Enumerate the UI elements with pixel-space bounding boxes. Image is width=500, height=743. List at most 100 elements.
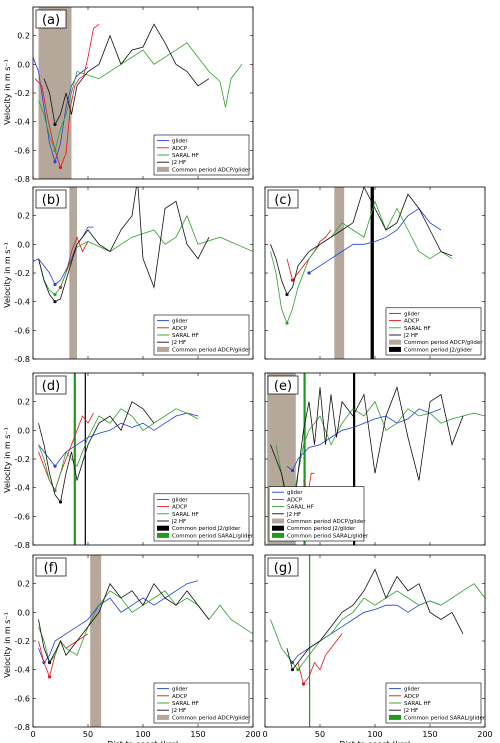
legend-entry: ADCP xyxy=(287,497,303,503)
x-tick-label: 200 xyxy=(477,730,492,739)
plot-area xyxy=(270,187,453,359)
y-tick-label: 0.0 xyxy=(17,426,30,435)
y-tick-label: -0.4 xyxy=(14,666,30,675)
y-tick-label: 0.0 xyxy=(17,60,30,69)
series-saral-hf xyxy=(275,400,485,503)
series-glider xyxy=(38,580,199,664)
series-j2-hf xyxy=(43,23,210,126)
panel-label: (c) xyxy=(267,189,299,209)
legend-entry: J2 HF xyxy=(171,708,186,714)
y-tick-label: -0.8 xyxy=(14,175,30,184)
legend-entry: ADCP xyxy=(172,146,188,152)
legend-entry: Common period ADCP/glider xyxy=(172,715,251,721)
min-marker-saral-hf xyxy=(285,321,289,325)
min-marker-adcp xyxy=(58,165,63,170)
legend-entry: ADCP xyxy=(172,505,188,511)
legend-entry: Common period ADCP/glider xyxy=(287,519,366,525)
legend-entry: glider xyxy=(404,311,420,317)
legend-entry: ADCP xyxy=(404,319,420,325)
series-saral-hf xyxy=(38,408,199,492)
series-glider xyxy=(308,207,442,274)
panel-label-text: (b) xyxy=(42,193,60,208)
min-marker-j2-hf xyxy=(290,668,295,672)
series-j2-hf xyxy=(286,568,464,671)
legend-entry: Common period ADCP/glider xyxy=(404,340,483,346)
legend-entry: glider xyxy=(172,687,188,693)
legend-entry: SARAL HF xyxy=(172,512,199,518)
legend-entry: Common period ADCP/glider xyxy=(172,347,251,353)
x-tick-label: 50 xyxy=(315,730,325,739)
period-band-adcp_glider_period xyxy=(90,555,102,727)
y-tick-label: 0.0 xyxy=(17,240,30,249)
panel-d: -0.8 -0.6 -0.4 -0.2 0.0 0.2 (d) glider ADCPSARAL… xyxy=(14,372,254,550)
series-adcp xyxy=(38,633,89,679)
legend-entry: Common period SARAL/glider xyxy=(287,533,369,539)
y-tick-label: -0.4 xyxy=(14,298,30,307)
y-axis-label-top: Velocity in m s⁻¹ xyxy=(3,59,12,125)
legend-swatch xyxy=(389,346,401,352)
min-marker-saral-hf xyxy=(296,668,300,672)
y-tick-label: -0.2 xyxy=(14,455,30,464)
legend-entry: ADCP xyxy=(172,694,188,700)
legend-swatch xyxy=(272,532,284,538)
legend-entry: ADCP xyxy=(172,326,188,332)
y-tick-label: -0.8 xyxy=(14,541,30,550)
min-marker-j2-hf xyxy=(53,300,57,304)
panels-group: -0.8-0.6-0.4-0.20.00.2(a)gliderADCPSARAL… xyxy=(14,6,493,743)
panel-label-text: (a) xyxy=(42,13,60,28)
y-tick-label: 0.2 xyxy=(17,580,30,589)
y-tick-label: -0.8 xyxy=(14,723,30,732)
plot-area xyxy=(33,187,253,359)
panel-label: (g) xyxy=(267,557,299,577)
legend-swatch xyxy=(157,532,169,538)
legend-entry: SARAL HF xyxy=(404,326,431,332)
y-tick-label: -0.2 xyxy=(14,89,30,98)
panel-label: (f) xyxy=(35,557,67,577)
panel-f: -0.8 -0.6 -0.4 -0.2 0.0 0.2 0 50 100 150 200 Dist t… xyxy=(14,554,261,743)
panel-b: -0.8 -0.6 -0.4 -0.2 0.0 0.2 (b) gliderADCPSARAL… xyxy=(14,186,254,364)
series-j2-hf xyxy=(38,401,155,503)
series-glider xyxy=(33,226,94,286)
period-band-saral_glider_period xyxy=(309,555,311,727)
period-band-saral_glider_period xyxy=(303,373,306,545)
legend-entry: J2 HF xyxy=(403,708,418,714)
legend-entry: Common period J2/glider xyxy=(404,347,473,353)
y-axis-label-b: Velocity in m s⁻¹ xyxy=(3,242,12,308)
period-band-adcp_glider_period xyxy=(334,187,345,359)
panel-label-text: (d) xyxy=(42,379,60,394)
period-band-saral_glider_period xyxy=(73,373,76,545)
series-glider xyxy=(286,408,442,472)
min-marker-saral-hf xyxy=(53,292,57,297)
legend-entry: SARAL HF xyxy=(172,153,199,159)
legend-entry: ADCP xyxy=(404,694,420,700)
period-band-adcp_glider_period xyxy=(69,187,77,359)
legend-entry: glider xyxy=(287,490,303,496)
legend-entry: Common period SARAL/glider xyxy=(404,715,486,721)
x-tick-label: 50 xyxy=(83,730,93,739)
legend-swatch xyxy=(157,346,169,352)
legend-entry: J2 HF xyxy=(286,512,301,518)
min-marker-j2-hf xyxy=(285,292,289,297)
period-band-j2_glider_period xyxy=(353,373,356,545)
y-axis-label-f: Velocity in m s⁻¹ xyxy=(3,612,12,678)
min-marker-j2-hf xyxy=(47,660,52,665)
series-glider xyxy=(33,57,89,164)
min-marker-j2-hf xyxy=(58,500,63,504)
legend-entry: J2 HF xyxy=(171,519,186,525)
legend-swatch xyxy=(157,166,169,172)
series-adcp xyxy=(34,23,100,169)
series-saral-hf xyxy=(38,590,253,664)
y-tick-label: 0.2 xyxy=(17,32,30,41)
plot-area xyxy=(38,555,253,727)
panel-label: (e) xyxy=(267,375,299,395)
min-marker-j2-hf xyxy=(53,122,57,127)
min-marker-glider xyxy=(53,282,57,287)
panel-a: -0.8 -0.6 -0.4 -0.2 0.0 0.2 (a) gliderADCPSARAL… xyxy=(14,6,254,184)
legend-swatch xyxy=(157,525,169,531)
